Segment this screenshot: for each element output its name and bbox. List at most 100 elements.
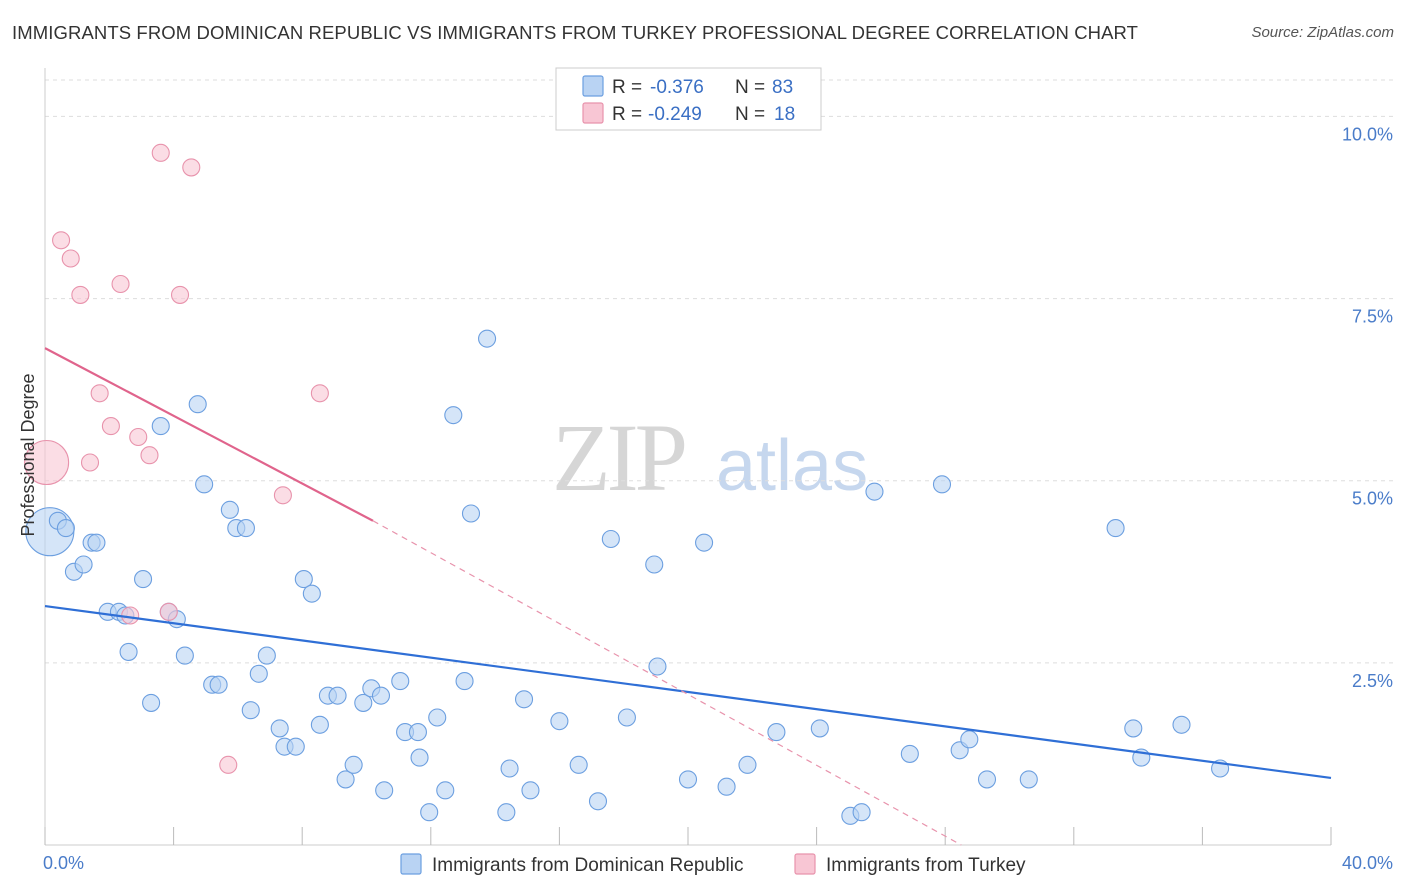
data-point-dominican-republic (1124, 719, 1143, 738)
legend-r-value-blue: -0.376 (650, 77, 704, 98)
data-point-dominican-republic (302, 584, 321, 603)
legend-n-label-pink: N = (735, 104, 765, 125)
tick-labels: 2.5% 5.0% 7.5% 10.0% 0.0% 40.0% (43, 124, 1393, 873)
data-point-dominican-republic (461, 504, 481, 523)
data-point-dominican-republic (410, 748, 429, 767)
data-point-dominican-republic (270, 719, 289, 738)
data-point-turkey (80, 453, 100, 472)
data-point-dominican-republic (767, 723, 786, 742)
data-point-dominican-republic (717, 777, 736, 796)
data-point-dominican-republic (142, 693, 161, 712)
data-point-dominican-republic (195, 475, 214, 494)
data-point-dominican-republic (336, 770, 355, 789)
data-point-dominican-republic (328, 686, 347, 705)
data-point-dominican-republic (119, 642, 138, 661)
data-point-dominican-republic (391, 672, 410, 691)
data-point-dominican-republic (550, 712, 569, 731)
data-point-turkey (101, 417, 120, 436)
legend-r-label-pink: R = (612, 104, 642, 125)
data-point-dominican-republic (375, 781, 394, 800)
data-point-dominican-republic (371, 686, 391, 705)
data-point-turkey (129, 427, 148, 447)
data-point-dominican-republic (645, 555, 664, 574)
bottom-legend-label-pink: Immigrants from Turkey (826, 855, 1026, 876)
data-point-dominican-republic (344, 755, 363, 774)
data-point-dominican-republic (1019, 770, 1038, 789)
data-point-dominican-republic (241, 701, 260, 720)
data-point-dominican-republic (74, 555, 93, 574)
trend-line-dominican-republic (44, 604, 1332, 780)
data-point-turkey (310, 384, 329, 403)
data-point-dominican-republic (588, 792, 608, 811)
trend-lines (44, 347, 1332, 846)
data-point-dominican-republic (420, 803, 439, 822)
y-tick-label: 5.0% (1352, 489, 1393, 509)
data-point-dominican-republic (569, 755, 588, 774)
bottom-legend-swatch-pink (794, 853, 816, 875)
legend-swatch-blue (582, 75, 604, 97)
data-point-dominican-republic (354, 693, 373, 712)
data-point-dominican-republic (478, 329, 497, 348)
series-legend: Immigrants from Dominican Republic Immig… (400, 853, 1026, 876)
data-point-dominican-republic (436, 781, 455, 800)
series-dominican-republic (25, 329, 1230, 825)
data-point-dominican-republic (865, 482, 884, 501)
chart-title: IMMIGRANTS FROM DOMINICAN REPUBLIC VS IM… (12, 22, 1139, 43)
data-point-dominican-republic (500, 759, 519, 778)
data-point-dominican-republic (87, 533, 106, 552)
watermark-atlas: atlas (716, 426, 868, 506)
data-point-dominican-republic (960, 730, 979, 749)
data-point-dominican-republic (428, 708, 447, 727)
data-point-turkey (151, 143, 170, 162)
x-tick-label-max: 40.0% (1342, 853, 1393, 873)
legend-r-label-blue: R = (612, 77, 642, 98)
data-point-turkey (61, 249, 80, 268)
axes (44, 68, 1332, 846)
bottom-legend-label-blue: Immigrants from Dominican Republic (432, 855, 744, 876)
legend-n-value-pink: 18 (774, 104, 795, 125)
x-tick-label-min: 0.0% (43, 853, 84, 873)
data-point-dominican-republic (514, 690, 534, 709)
y-tick-label: 7.5% (1352, 307, 1393, 327)
data-point-turkey (159, 602, 178, 621)
data-point-dominican-republic (310, 715, 329, 734)
data-point-dominican-republic (932, 475, 952, 494)
y-tick-label: 2.5% (1352, 671, 1393, 691)
data-point-dominican-republic (977, 770, 997, 789)
data-point-turkey (71, 285, 90, 304)
data-point-turkey (111, 274, 130, 294)
data-point-dominican-republic (175, 646, 194, 665)
data-point-turkey (121, 606, 140, 625)
data-point-dominican-republic (408, 723, 427, 742)
data-point-turkey (219, 755, 238, 774)
data-point-dominican-republic (617, 708, 636, 727)
data-point-turkey (182, 158, 201, 177)
data-point-dominican-republic (852, 803, 871, 822)
data-point-dominican-republic (220, 500, 239, 519)
data-point-dominican-republic (209, 675, 228, 694)
data-point-dominican-republic (444, 406, 463, 425)
trend-line-turkey-extension (372, 520, 962, 846)
legend-r-value-pink: -0.249 (648, 104, 702, 125)
data-point-dominican-republic (249, 664, 268, 683)
data-point-dominican-republic (257, 646, 276, 665)
data-point-dominican-republic (810, 719, 829, 738)
series-turkey (24, 143, 329, 774)
data-point-dominican-republic (1172, 715, 1191, 734)
trend-line-turkey (44, 347, 374, 522)
data-point-dominican-republic (188, 395, 207, 414)
y-tick-label: 10.0% (1342, 124, 1393, 144)
data-point-turkey (140, 446, 159, 465)
data-point-dominican-republic (294, 570, 313, 589)
data-point-dominican-republic (900, 744, 919, 763)
data-point-dominican-republic (601, 529, 620, 549)
data-point-dominican-republic (1106, 519, 1125, 538)
bottom-legend-swatch-blue (400, 853, 422, 875)
data-point-dominican-republic (695, 533, 714, 552)
data-point-dominican-republic (678, 770, 698, 789)
data-point-dominican-republic (236, 519, 255, 538)
data-point-dominican-republic (497, 803, 516, 822)
data-point-turkey (52, 231, 71, 250)
chart-source: Source: ZipAtlas.com (1251, 24, 1394, 41)
